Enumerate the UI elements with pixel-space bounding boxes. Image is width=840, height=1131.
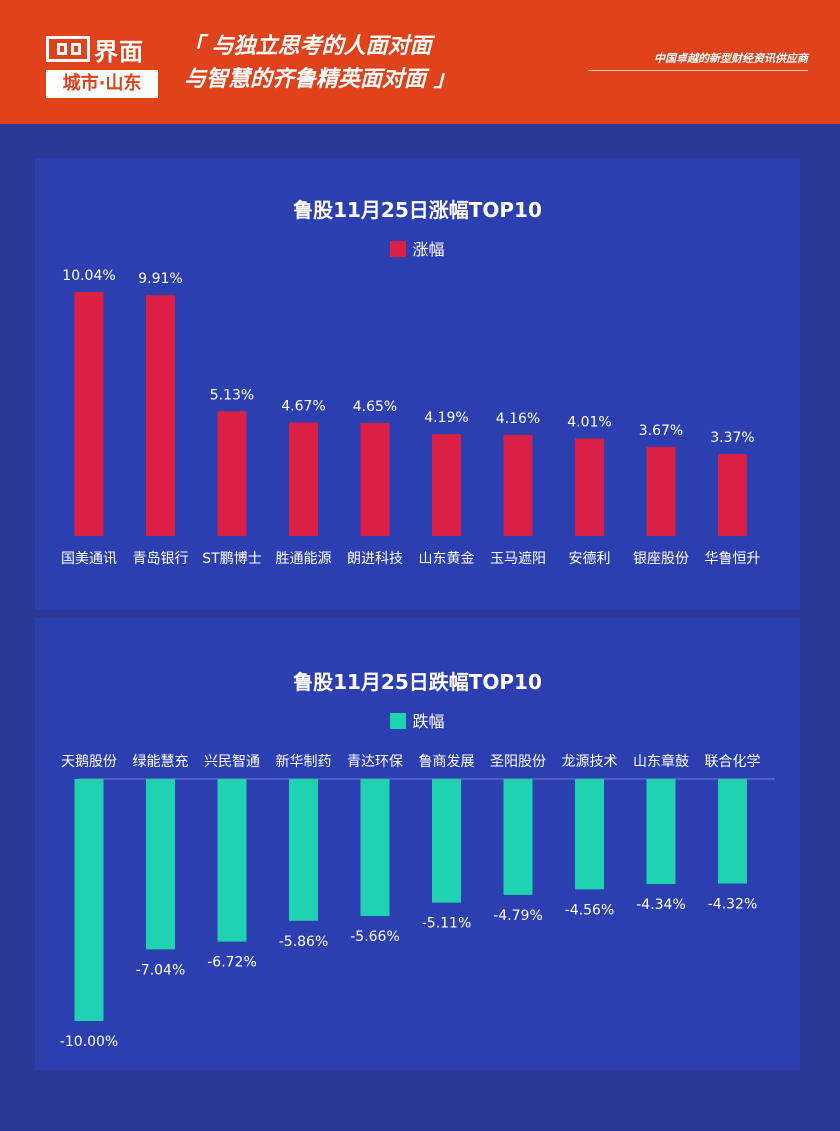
gain-value-label: 4.16% (496, 411, 540, 427)
slogan-line-2: 与智慧的齐鲁精英面对面 」 (184, 67, 456, 92)
loss-bar (74, 779, 104, 1021)
gain-bar (575, 438, 604, 536)
loss-bar (718, 779, 747, 884)
loss-bar (432, 779, 461, 903)
gain-category-label: 朗进科技 (347, 551, 403, 567)
loss-value-label: -6.72% (207, 955, 257, 971)
gain-value-label: 4.01% (567, 415, 611, 431)
losses-chart-panel: 鲁股11月25日跌幅TOP10 跌幅 -10.00% 天鹅股份 -7.04% 绿能慧充… (35, 618, 800, 1070)
logo-city-text: 城市·山东 (46, 70, 158, 98)
gain-bar (646, 446, 676, 536)
gain-category-label: 华鲁恒升 (705, 551, 761, 567)
losses-chart-title: 鲁股11月25日跌幅TOP10 (293, 670, 542, 694)
loss-bar (646, 779, 676, 885)
gain-category-label: ST鹏博士 (202, 550, 261, 567)
loss-value-label: -4.34% (636, 897, 686, 913)
tagline: 中国卓越的新型财经资讯供应商 (654, 52, 808, 65)
loss-value-label: -4.79% (493, 908, 543, 924)
loss-bar (360, 779, 390, 916)
loss-value-label: -5.86% (279, 934, 329, 950)
gain-bar (146, 295, 175, 536)
losses-legend-label: 跌幅 (412, 712, 445, 731)
gain-bar (503, 434, 533, 536)
loss-category-label: 圣阳股份 (490, 754, 546, 770)
losses-legend: 跌幅 (35, 708, 800, 732)
gain-value-label: 4.65% (353, 399, 397, 415)
loss-value-label: -10.00% (60, 1034, 118, 1050)
loss-bar (289, 779, 318, 921)
gain-bar (360, 422, 390, 536)
gains-chart-title: 鲁股11月25日涨幅TOP10 (293, 198, 542, 222)
gain-value-label: 10.04% (62, 268, 115, 284)
gain-value-label: 4.67% (281, 399, 325, 415)
loss-category-label: 绿能慧充 (133, 754, 189, 770)
brand-logo: 界面 城市·山东 (46, 32, 158, 98)
gain-category-label: 银座股份 (633, 551, 689, 567)
loss-value-label: -5.11% (422, 916, 472, 932)
gain-value-label: 4.19% (424, 410, 468, 426)
loss-value-label: -5.66% (350, 929, 400, 945)
gains-bar-chart: 10.04% 国美通讯 9.91% 青岛银行 5.13% ST鹏博士 4.67% 胜通能源 4.… (61, 268, 761, 567)
gain-category-label: 安德利 (569, 551, 611, 567)
loss-value-label: -4.56% (565, 902, 615, 918)
gain-bar (74, 292, 104, 536)
gain-category-label: 青岛银行 (133, 551, 189, 567)
losses-legend-swatch (390, 713, 407, 729)
loss-bar (217, 779, 247, 942)
gain-value-label: 9.91% (138, 271, 182, 287)
loss-bar (146, 779, 175, 950)
gains-legend: 涨幅 (35, 236, 800, 260)
loss-category-label: 天鹅股份 (61, 753, 117, 770)
header-banner: 界面 城市·山东 「 与独立思考的人面对面 与智慧的齐鲁精英面对面 」 中国卓越… (0, 0, 840, 124)
gain-bar (432, 434, 461, 536)
gain-category-label: 山东黄金 (419, 550, 475, 567)
gain-value-label: 3.67% (639, 423, 683, 439)
loss-bar (503, 779, 533, 895)
gain-category-label: 胜通能源 (276, 551, 332, 567)
gain-category-label: 玉马遮阳 (490, 551, 546, 567)
logo-mark-icon (46, 36, 90, 62)
gains-legend-swatch (390, 241, 407, 257)
loss-bar (575, 779, 604, 890)
loss-value-label: -7.04% (136, 962, 186, 978)
gain-value-label: 3.37% (710, 430, 754, 446)
loss-category-label: 青达环保 (347, 754, 403, 770)
loss-category-label: 新华制药 (276, 754, 332, 770)
gain-bar (289, 422, 318, 536)
loss-category-label: 龙源技术 (562, 754, 618, 770)
gain-bar (718, 454, 747, 536)
tagline-divider (588, 70, 808, 71)
slogan: 「 与独立思考的人面对面 与智慧的齐鲁精英面对面 」 (182, 30, 512, 96)
slogan-line-1: 「 与独立思考的人面对面 (182, 34, 432, 59)
gain-bar (217, 411, 247, 536)
loss-category-label: 山东章鼓 (633, 753, 689, 770)
gains-legend-label: 涨幅 (412, 240, 445, 259)
logo-brand-text: 界面 (94, 37, 144, 66)
loss-category-label: 鲁商发展 (419, 754, 475, 770)
gain-category-label: 国美通讯 (61, 551, 117, 567)
loss-category-label: 联合化学 (705, 754, 761, 770)
gain-value-label: 5.13% (210, 387, 254, 403)
losses-bar-chart: -10.00% 天鹅股份 -7.04% 绿能慧充 -6.72% 兴民智通 -5.86% 新华制… (60, 753, 775, 1050)
loss-category-label: 兴民智通 (204, 754, 260, 770)
loss-value-label: -4.32% (708, 897, 758, 913)
gains-chart-panel: 鲁股11月25日涨幅TOP10 涨幅 10.04% 国美通讯 9.91% 青岛银行 5.… (35, 158, 800, 610)
